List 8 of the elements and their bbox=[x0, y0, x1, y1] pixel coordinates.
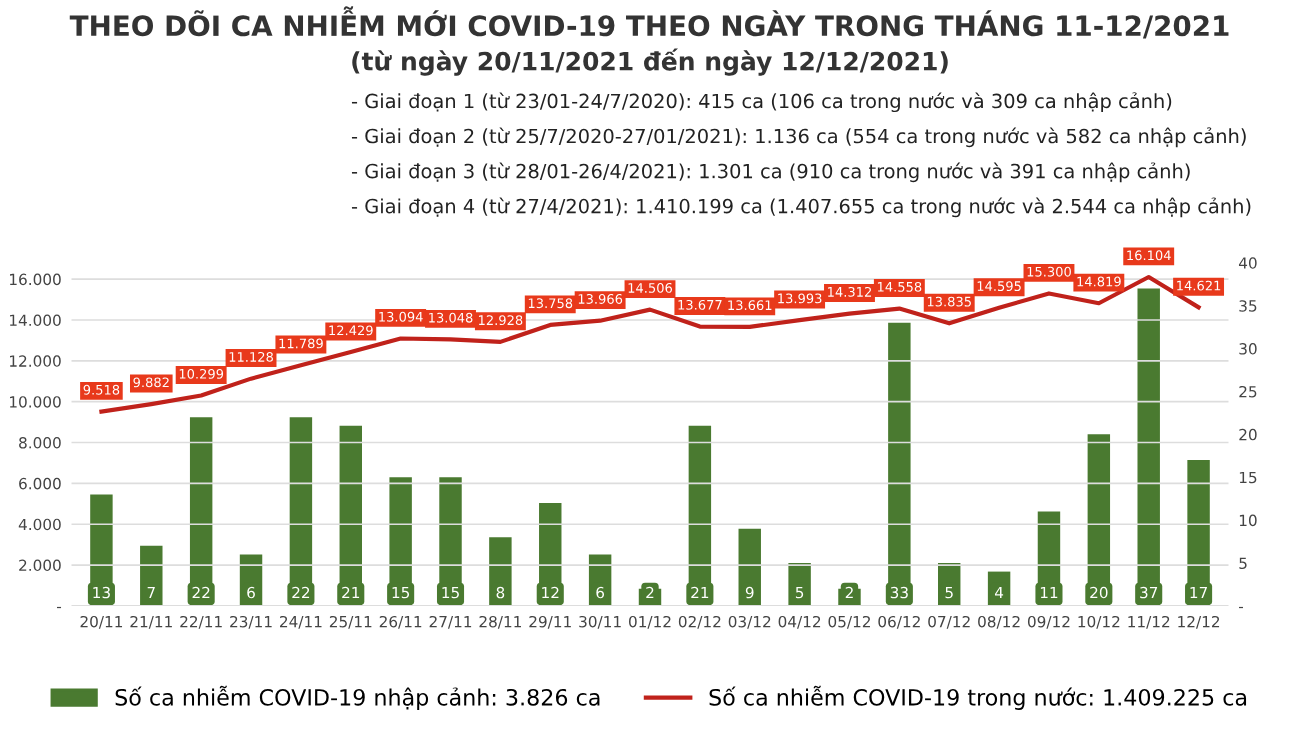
legend-label: Số ca nhiễm COVID-19 nhập cảnh: 3.826 ca bbox=[115, 685, 600, 710]
chart-title: THEO DÕI CA NHIỄM MỚI COVID-19 THEO NGÀY TRONG THÁNG 11-12/2021 bbox=[69, 6, 1229, 39]
text: - Giai đoạn 2 (từ 25/7/2020-27/01/2021): 1.136 ca (554 ca trong nước và 582 ca nhập cảnh) bbox=[351, 127, 1246, 148]
legend-label: Số ca nhiễm COVID-19 trong nước: 1.409.225 ca bbox=[709, 685, 1247, 710]
text: - Giai đoạn 4 (từ 27/4/2021): 1.410.199 ca (1.407.655 ca trong nước và 2.544 ca nhập cảnh) bbox=[351, 197, 1251, 218]
chart-subtitle: (từ ngày 20/11/2021 đến ngày 12/12/2021) bbox=[352, 48, 948, 76]
text: - Giai đoạn 3 (từ 28/01-26/4/2021): 1.301 ca (910 ca trong nước và 391 ca nhập cảnh) bbox=[351, 162, 1190, 183]
text: - Giai đoạn 1 (từ 23/01-24/7/2020): 415 ca (106 ca trong nước và 309 ca nhập cảnh) bbox=[351, 92, 1172, 113]
